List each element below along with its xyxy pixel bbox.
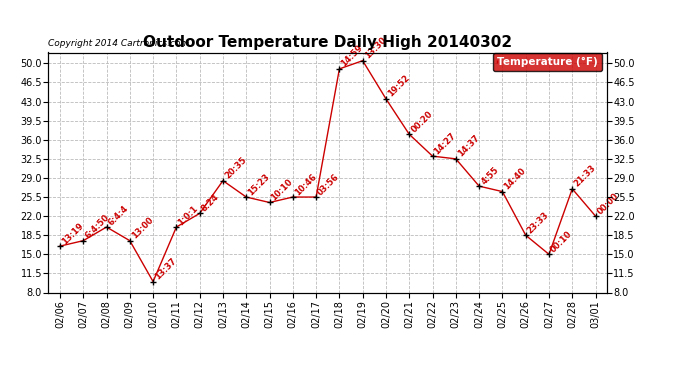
Text: 15:23: 15:23 <box>246 172 272 197</box>
Text: 13:00: 13:00 <box>130 216 155 241</box>
Text: 14:59: 14:59 <box>339 44 365 69</box>
Text: 19:52: 19:52 <box>386 74 411 99</box>
Title: Outdoor Temperature Daily High 20140302: Outdoor Temperature Daily High 20140302 <box>144 35 512 50</box>
Text: 10:10: 10:10 <box>270 177 295 203</box>
Text: 14:40: 14:40 <box>502 166 528 192</box>
Text: 6:4:4: 6:4:4 <box>106 204 130 227</box>
Text: Copyright 2014 Cartronics.com: Copyright 2014 Cartronics.com <box>48 39 190 48</box>
Text: 13:19: 13:19 <box>60 221 85 246</box>
Text: 8:24: 8:24 <box>199 192 221 213</box>
Text: 00:10: 00:10 <box>549 229 574 254</box>
Text: 13:37: 13:37 <box>153 256 178 282</box>
Text: 14:27: 14:27 <box>433 131 458 156</box>
Text: 00:00: 00:00 <box>595 191 620 216</box>
Text: 20:35: 20:35 <box>223 156 248 181</box>
Text: 14:37: 14:37 <box>456 134 481 159</box>
Text: 13:30: 13:30 <box>363 36 388 61</box>
Text: 6:4:50: 6:4:50 <box>83 213 111 241</box>
Legend: Temperature (°F): Temperature (°F) <box>493 53 602 71</box>
Text: 10:46: 10:46 <box>293 172 318 197</box>
Text: 23:33: 23:33 <box>526 210 551 235</box>
Text: 00:20: 00:20 <box>409 109 435 134</box>
Text: 21:33: 21:33 <box>572 164 598 189</box>
Text: 1:0:1: 1:0:1 <box>177 204 200 227</box>
Text: 4:55: 4:55 <box>479 165 500 186</box>
Text: 03:56: 03:56 <box>316 172 342 197</box>
